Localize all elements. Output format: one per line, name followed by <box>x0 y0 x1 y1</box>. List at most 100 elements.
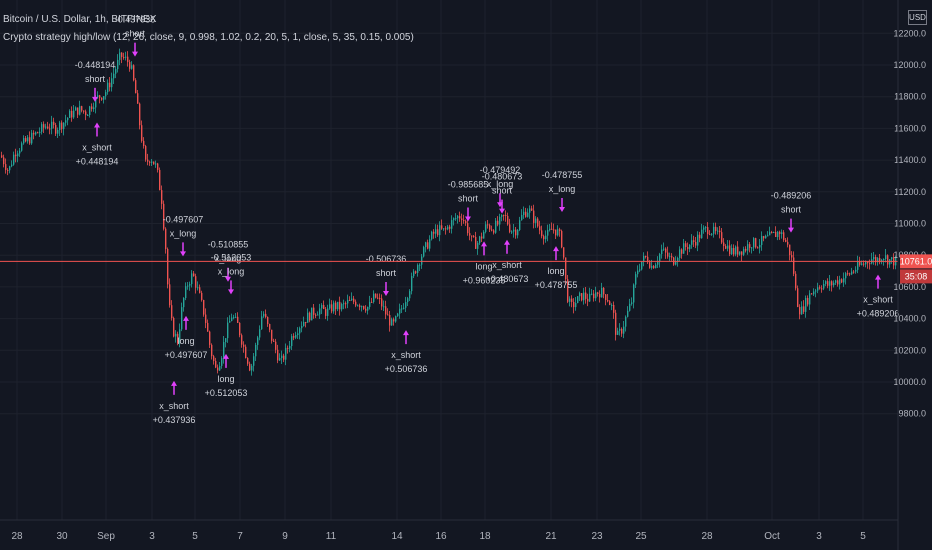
candle-body <box>61 122 63 130</box>
candle-body <box>125 56 127 58</box>
candle-body <box>589 293 591 302</box>
candle-body <box>389 314 391 326</box>
candle-body <box>725 246 727 249</box>
marker-label: +0.512053 <box>205 388 248 398</box>
candle-body <box>621 328 623 334</box>
candle-body <box>559 229 561 232</box>
marker-label: -0.480673 <box>482 172 523 182</box>
candle-body <box>169 284 171 306</box>
arrow-down-icon <box>499 208 505 214</box>
candle-body <box>715 226 717 232</box>
y-tick-label: 12200.0 <box>893 28 926 38</box>
candle-body <box>603 287 605 295</box>
marker-label: +0.480673 <box>486 274 529 284</box>
candle-body <box>657 261 659 265</box>
time-axis[interactable]: 28 30 Sep 3 5 7 9 11 14 16 18 21 23 25 28 Oct 3 5 <box>0 519 898 542</box>
candle-body <box>127 56 129 63</box>
arrow-down-icon <box>225 276 231 282</box>
candle-body <box>879 258 881 263</box>
candles-layer <box>1 48 897 376</box>
candle-body <box>449 226 451 229</box>
candle-body <box>39 131 41 133</box>
candle-body <box>467 223 469 234</box>
candle-body <box>849 273 851 275</box>
marker-label: -0.479492 <box>480 165 521 175</box>
strategy-marker: long +0.497607 <box>165 315 207 360</box>
candle-body <box>655 264 657 269</box>
candle-body <box>129 62 131 69</box>
candle-body <box>361 306 363 308</box>
candle-body <box>699 234 701 239</box>
marker-label: x_long <box>487 179 514 189</box>
candle-body <box>713 226 715 234</box>
candle-body <box>855 269 857 272</box>
marker-label: x_long <box>170 228 197 238</box>
candle-body <box>237 316 239 323</box>
candle-body <box>697 234 699 246</box>
currency-button[interactable]: USD <box>908 10 927 25</box>
candle-body <box>827 281 829 286</box>
candle-body <box>189 284 191 286</box>
candle-body <box>775 232 777 238</box>
candle-body <box>567 279 569 302</box>
candle-body <box>255 344 257 357</box>
candle-body <box>555 229 557 236</box>
candle-body <box>147 159 149 162</box>
candle-body <box>509 224 511 232</box>
candle-body <box>617 330 619 335</box>
marker-label: long <box>475 261 492 271</box>
candle-body <box>49 128 51 130</box>
symbol-title[interactable]: Bitcoin / U.S. Dollar, 1h, BITFINEX <box>3 14 157 25</box>
candle-body <box>303 322 305 327</box>
candle-body <box>561 231 563 248</box>
candle-body <box>267 317 269 324</box>
candle-body <box>121 52 123 57</box>
arrow-down-icon <box>788 227 794 233</box>
candle-body <box>3 157 5 165</box>
marker-label: x_short <box>159 401 189 411</box>
candle-body <box>841 279 843 283</box>
candle-body <box>145 146 147 160</box>
countdown-badge: 35:08 <box>900 269 932 284</box>
study-legend[interactable]: Crypto strategy high/low (12, 26, close,… <box>3 32 414 43</box>
candle-body <box>347 299 349 304</box>
marker-label: short <box>781 205 802 215</box>
candle-body <box>117 59 119 70</box>
candle-body <box>761 236 763 245</box>
candle-body <box>875 256 877 263</box>
candle-body <box>29 137 31 144</box>
marker-label: long <box>177 336 194 346</box>
candle-body <box>395 316 397 322</box>
candle-body <box>423 247 425 257</box>
candle-body <box>41 124 43 132</box>
candle-body <box>825 281 827 284</box>
candle-body <box>195 276 197 288</box>
candle-body <box>443 228 445 230</box>
candle-body <box>99 95 101 98</box>
marker-label: short <box>125 29 146 39</box>
candle-body <box>745 248 747 251</box>
candle-body <box>491 229 493 231</box>
candle-body <box>1 155 3 158</box>
arrow-down-icon <box>383 290 389 296</box>
chart-grid <box>0 0 898 520</box>
candle-body <box>301 326 303 329</box>
strategy-marker: long +0.960235 <box>463 241 505 285</box>
candle-body <box>731 248 733 255</box>
candle-body <box>265 313 267 318</box>
marker-label: short <box>376 268 397 278</box>
candle-body <box>749 244 751 248</box>
candle-body <box>185 286 187 298</box>
candle-body <box>77 107 79 115</box>
candle-body <box>489 225 491 230</box>
candle-body <box>677 257 679 262</box>
candle-body <box>33 132 35 135</box>
candle-body <box>341 303 343 310</box>
x-tick-label: 3 <box>149 531 155 542</box>
candle-body <box>321 305 323 309</box>
candle-body <box>93 107 95 109</box>
candle-body <box>823 283 825 289</box>
candle-body <box>159 169 161 191</box>
